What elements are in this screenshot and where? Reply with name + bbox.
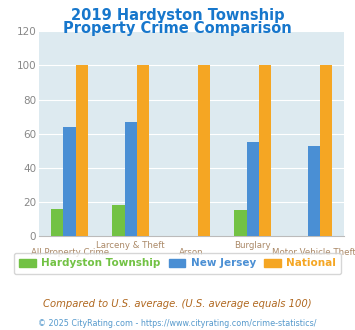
Bar: [112, 205, 125, 236]
Text: Motor Vehicle Theft: Motor Vehicle Theft: [272, 248, 355, 257]
Text: Property Crime Comparison: Property Crime Comparison: [63, 21, 292, 36]
Bar: [76, 65, 88, 236]
Text: Arson: Arson: [179, 248, 204, 257]
Text: Compared to U.S. average. (U.S. average equals 100): Compared to U.S. average. (U.S. average …: [43, 299, 312, 309]
Text: 2019 Hardyston Township: 2019 Hardyston Township: [71, 8, 284, 23]
Bar: [234, 211, 247, 236]
Bar: [64, 127, 76, 236]
Bar: [259, 65, 271, 236]
Bar: [308, 146, 320, 236]
Text: All Property Crime: All Property Crime: [31, 248, 109, 257]
Legend: Hardyston Township, New Jersey, National: Hardyston Township, New Jersey, National: [14, 253, 341, 274]
Bar: [137, 65, 149, 236]
Text: © 2025 CityRating.com - https://www.cityrating.com/crime-statistics/: © 2025 CityRating.com - https://www.city…: [38, 319, 317, 328]
Bar: [51, 209, 64, 236]
Text: Burglary: Burglary: [234, 241, 271, 250]
Bar: [247, 142, 259, 236]
Bar: [320, 65, 332, 236]
Bar: [198, 65, 210, 236]
Bar: [125, 122, 137, 236]
Text: Larceny & Theft: Larceny & Theft: [96, 241, 165, 250]
